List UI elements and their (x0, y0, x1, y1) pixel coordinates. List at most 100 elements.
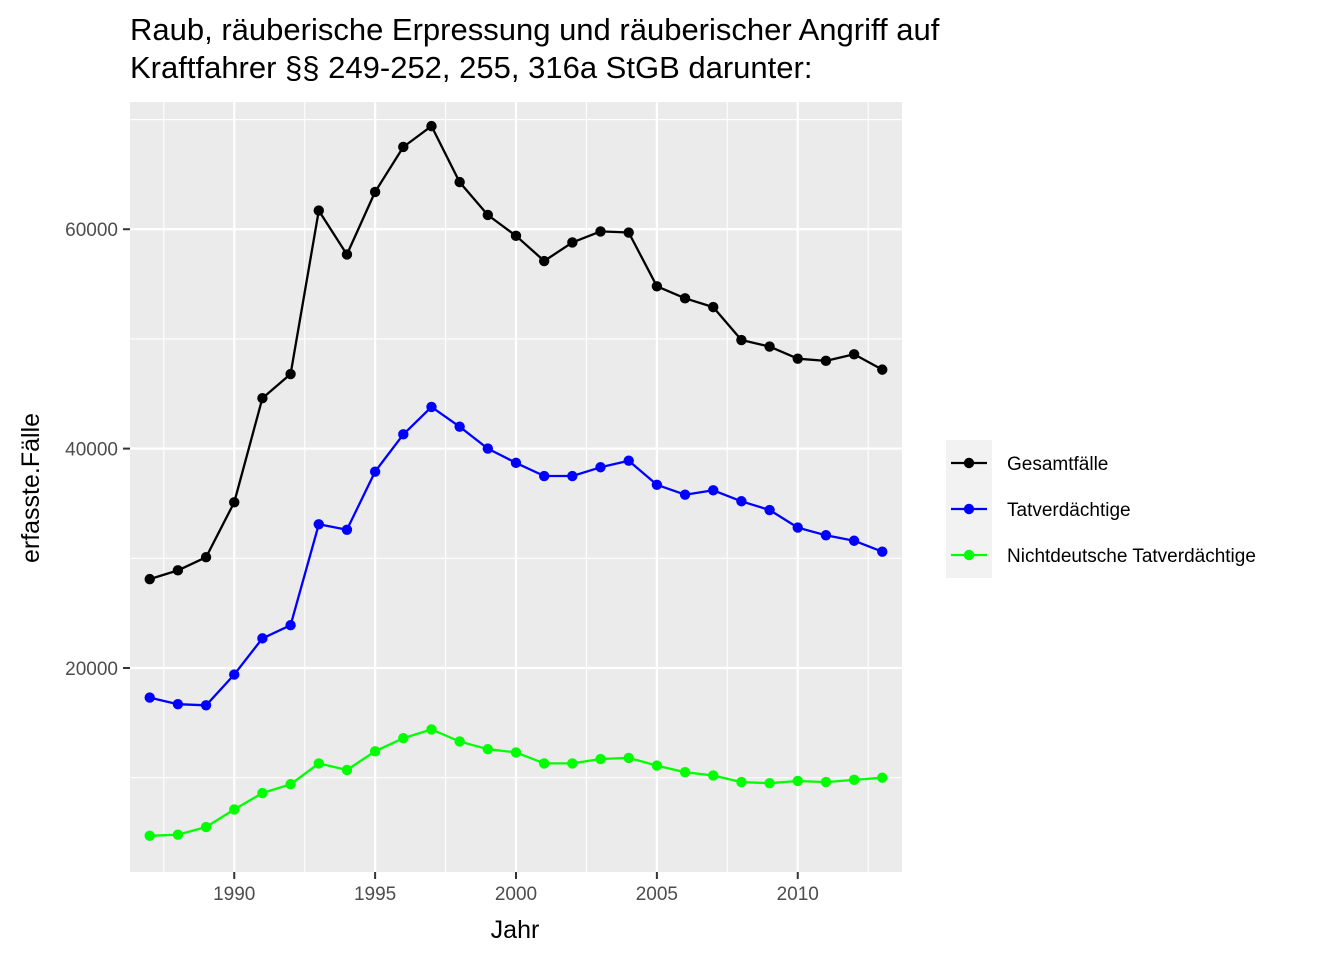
data-point (510, 230, 522, 242)
data-point (200, 700, 212, 711)
data-point (341, 524, 353, 535)
data-point (144, 692, 155, 703)
legend-item: Nichtdeutsche Tatverdächtige (951, 546, 1256, 567)
data-point (398, 429, 409, 440)
data-point (651, 281, 663, 292)
x-tick-label: 1995 (354, 884, 396, 905)
data-point (369, 186, 381, 198)
data-point (708, 485, 719, 496)
data-point (369, 466, 381, 477)
data-point (538, 470, 550, 482)
data-point (229, 669, 240, 680)
data-point (877, 772, 888, 783)
data-point (848, 774, 860, 786)
data-point (736, 776, 747, 788)
legend-item: Gesamtfälle (951, 454, 1108, 475)
x-tick-label: 2000 (495, 884, 537, 905)
data-point (792, 522, 803, 533)
data-point (144, 573, 155, 585)
series-1 (144, 120, 888, 585)
y-axis: 20000 40000 60000 (65, 220, 130, 680)
plot-panel (130, 102, 902, 872)
data-point (595, 462, 606, 473)
legend: Gesamtfälle Tatverdächtige Nichtdeutsche T… (946, 440, 1256, 578)
data-point (595, 226, 606, 237)
data-point (538, 255, 550, 267)
data-point (567, 237, 578, 248)
data-point (764, 777, 775, 789)
y-tick-label: 40000 (65, 440, 118, 461)
series-3 (144, 724, 888, 842)
data-point (313, 205, 324, 216)
data-point (341, 764, 353, 776)
data-point (679, 293, 691, 304)
data-point (482, 443, 494, 454)
data-point (651, 760, 663, 771)
data-point (820, 355, 832, 367)
data-point (229, 804, 240, 815)
data-point (623, 227, 634, 238)
x-tick-label: 2005 (636, 884, 678, 905)
data-point (200, 821, 212, 833)
data-point (454, 736, 465, 747)
data-point (567, 470, 578, 482)
data-point (313, 519, 324, 530)
data-point (285, 368, 296, 380)
data-point (285, 620, 296, 631)
data-point (313, 758, 324, 769)
data-point (623, 752, 634, 764)
data-point (172, 698, 184, 710)
chart-title-line-2: Kraftfahrer §§ 249-252, 255, 316a StGB d… (130, 50, 812, 85)
data-point (679, 766, 691, 778)
legend-label: Nichtdeutsche Tatverdächtige (1007, 546, 1256, 567)
data-point (200, 551, 212, 563)
legend-key-point (963, 503, 975, 515)
data-point (482, 209, 494, 221)
data-point (848, 535, 860, 546)
data-point (764, 504, 775, 516)
data-point (172, 565, 184, 576)
series-layer (144, 120, 888, 842)
data-point (538, 758, 550, 769)
data-point (285, 779, 296, 790)
data-point (426, 401, 437, 413)
data-point (510, 747, 522, 758)
legend-item: Tatverdächtige (951, 500, 1131, 521)
data-point (877, 364, 888, 375)
data-point (708, 770, 719, 781)
data-point (144, 830, 155, 842)
data-point (595, 753, 606, 765)
legend-label: Tatverdächtige (1007, 500, 1131, 521)
chart-title-line-1: Raub, räuberische Erpressung und räuberi… (130, 12, 940, 47)
legend-key-point (963, 549, 975, 561)
x-tick-label: 1990 (213, 884, 255, 905)
data-point (454, 421, 465, 432)
data-point (877, 546, 888, 557)
data-point (172, 829, 184, 840)
data-point (820, 530, 832, 541)
data-point (510, 457, 522, 469)
data-point (736, 334, 747, 346)
data-point (792, 775, 803, 787)
x-tick-label: 2010 (777, 884, 819, 905)
data-point (679, 489, 691, 500)
legend-label: Gesamtfälle (1007, 454, 1108, 475)
y-tick-label: 20000 (65, 659, 118, 680)
data-point (764, 341, 775, 352)
data-point (257, 787, 268, 799)
x-axis: 1990 1995 2000 2005 2010 (213, 872, 819, 905)
data-point (792, 353, 803, 364)
data-point (229, 497, 240, 508)
data-point (426, 120, 437, 132)
data-point (651, 479, 663, 491)
data-point (736, 496, 747, 507)
y-tick-label: 60000 (65, 220, 118, 241)
legend-key-point (963, 457, 975, 469)
x-axis-title: Jahr (491, 916, 540, 944)
data-point (257, 392, 268, 404)
data-point (257, 633, 268, 644)
data-point (820, 776, 832, 788)
series-2 (144, 401, 888, 711)
data-point (398, 732, 409, 744)
